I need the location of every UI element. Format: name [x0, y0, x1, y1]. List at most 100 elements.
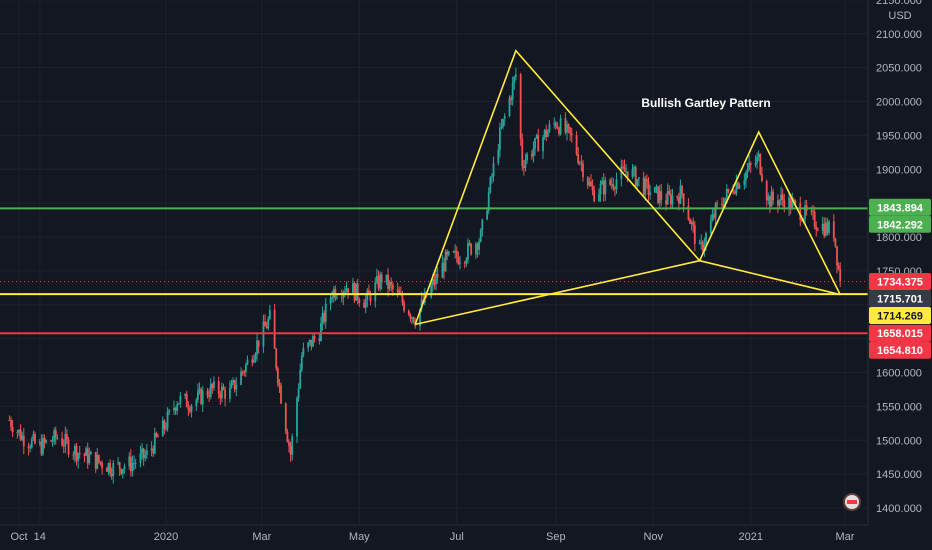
candle-body: [168, 410, 171, 413]
candle-body: [647, 181, 650, 196]
candle-body: [165, 428, 167, 430]
candle-body: [804, 205, 806, 219]
price-badges: 1843.894 1842.292 1734.375 1715.701 1714.269…: [869, 198, 931, 359]
candle-body: [66, 434, 68, 440]
candle-body: [38, 441, 41, 444]
price-tick-label: 2100.000: [876, 29, 922, 41]
candle-body: [256, 340, 258, 355]
candle-body: [198, 388, 201, 392]
candle-body: [67, 439, 70, 455]
candle-body: [679, 185, 682, 204]
candle-body: [206, 390, 209, 396]
candle-body: [107, 463, 110, 472]
candle-body: [435, 274, 437, 285]
candle-body: [491, 176, 493, 178]
candle-body: [800, 220, 803, 222]
candle-body: [374, 282, 377, 302]
candle-body: [682, 193, 685, 206]
candle-body: [187, 407, 190, 410]
candle-body: [772, 191, 775, 201]
candle-body: [150, 448, 153, 451]
pattern-xb-leg[interactable]: [415, 259, 700, 326]
currency-label: USD: [888, 10, 911, 22]
candle-body: [401, 294, 404, 303]
candle-body: [195, 399, 198, 406]
candle-body: [837, 265, 840, 269]
candle-body: [323, 312, 326, 322]
candle-body: [276, 368, 279, 384]
candle-body: [725, 189, 728, 198]
time-tick-label: May: [349, 531, 370, 543]
candle-body: [703, 244, 706, 252]
candle-body: [419, 308, 421, 326]
candle-body: [534, 138, 536, 149]
candle-body: [221, 386, 223, 399]
candle-body: [828, 221, 830, 233]
candle-body: [733, 192, 736, 194]
candle-body: [783, 200, 786, 209]
candle-body: [54, 430, 57, 438]
candle-body: [660, 191, 663, 201]
flag-icon[interactable]: [843, 493, 861, 511]
time-tick-label: 14: [34, 531, 46, 543]
candle-body: [452, 251, 455, 253]
price-badge-label: 1734.375: [877, 276, 923, 288]
pattern-bd-leg[interactable]: [699, 259, 841, 296]
candle-body: [794, 200, 797, 204]
candle-body: [64, 434, 67, 447]
candle-body: [757, 154, 760, 157]
candle-body: [201, 390, 204, 405]
candle-body: [577, 154, 580, 164]
candle-body: [62, 445, 65, 447]
candle-body: [78, 453, 81, 455]
candle-body: [815, 227, 818, 230]
candle-body: [510, 97, 512, 100]
price-tick-label: 1500.000: [876, 435, 922, 447]
candle-body: [257, 340, 260, 347]
candle-body: [578, 162, 581, 164]
candle-body: [454, 250, 457, 253]
candle-body: [367, 290, 370, 294]
candle-body: [120, 468, 123, 474]
candle-body: [286, 431, 289, 442]
candle-body: [503, 115, 506, 119]
candle-body: [45, 440, 48, 443]
candle-body: [264, 321, 266, 327]
candle-body: [153, 432, 156, 454]
price-tick-label: 1550.000: [876, 401, 922, 413]
candle-body: [131, 463, 134, 472]
candle-body: [637, 177, 640, 180]
price-tick-label: 1950.000: [876, 130, 922, 142]
candle-body: [636, 179, 639, 186]
candle-body: [631, 169, 634, 178]
candle-body: [321, 312, 324, 323]
candle-body: [598, 194, 600, 202]
candle-body: [86, 448, 89, 464]
candle-body: [614, 188, 616, 190]
candle-body: [197, 391, 199, 400]
candle-body: [94, 451, 97, 469]
candle-body: [468, 242, 471, 244]
candle-body: [832, 221, 835, 239]
candle-body: [375, 275, 378, 283]
candle-body: [211, 383, 214, 389]
candle-body: [834, 238, 837, 247]
candle-body: [312, 336, 314, 347]
candle-body: [163, 420, 166, 429]
candle-body: [457, 257, 460, 264]
candle-body: [364, 300, 367, 308]
candle-body: [441, 262, 444, 278]
candle-body: [310, 339, 313, 347]
candle-body: [300, 355, 303, 371]
candle-body: [21, 435, 24, 440]
candle-body: [644, 178, 647, 195]
time-scale[interactable]: Oct 14 2020 Mar May Jul Sep Nov 2021 Mar: [10, 531, 854, 543]
candle-body: [497, 149, 500, 164]
candle-body: [721, 203, 723, 205]
candle-body: [19, 429, 22, 440]
candle-body: [599, 184, 602, 195]
candle-body: [714, 203, 717, 218]
candle-body: [590, 181, 592, 187]
candle-body: [88, 454, 91, 464]
